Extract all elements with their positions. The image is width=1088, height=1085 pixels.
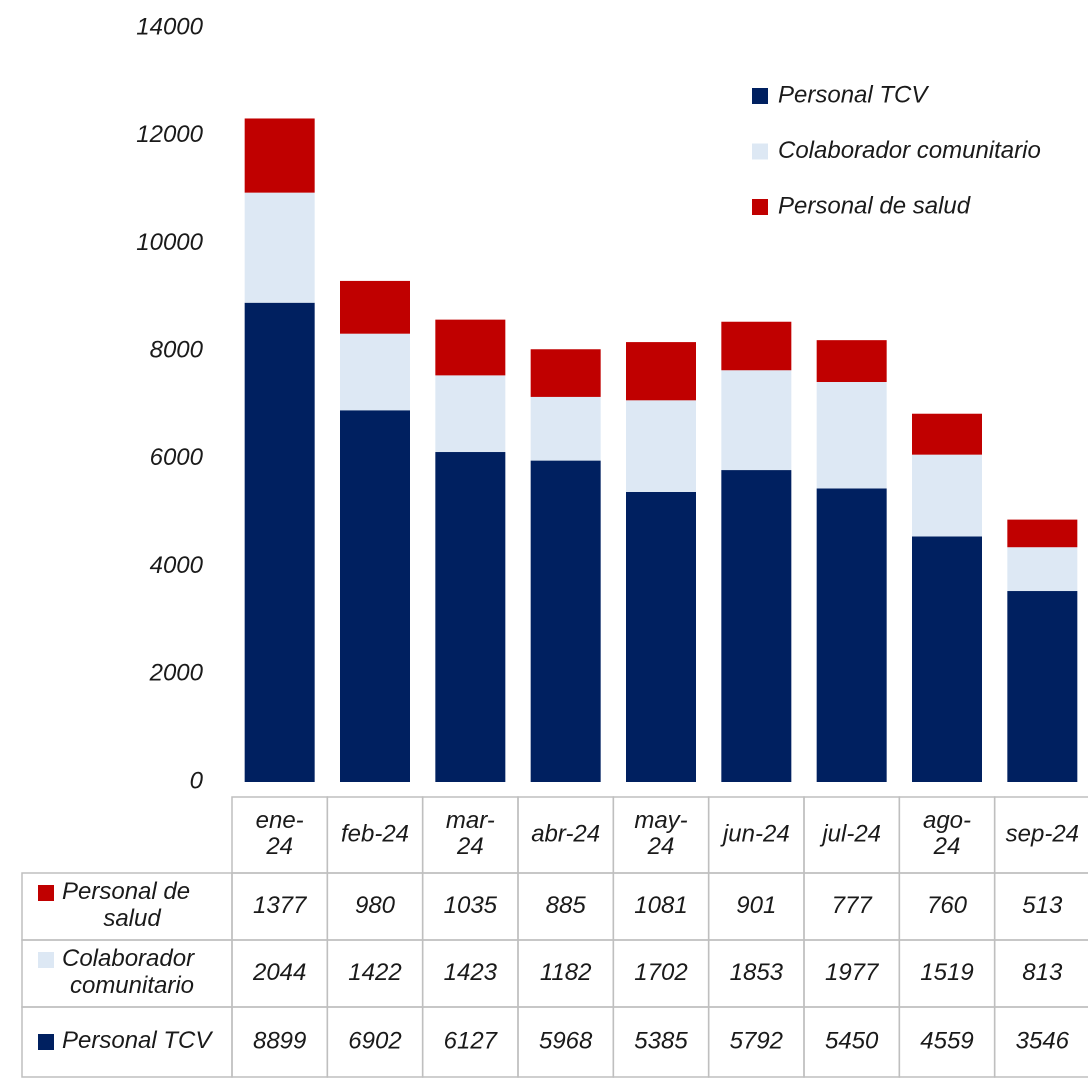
x-tick-label: jun-24 — [720, 820, 790, 847]
legend-swatch — [752, 88, 768, 104]
bar — [435, 319, 506, 376]
bar — [530, 396, 601, 461]
bar — [530, 460, 601, 782]
table-value: 777 — [832, 892, 874, 919]
table-value: 813 — [1022, 959, 1063, 986]
bar — [816, 488, 887, 782]
bar — [912, 454, 982, 537]
bar — [816, 382, 887, 489]
legend-label: Personal TCV — [778, 81, 929, 108]
y-tick-label: 14000 — [136, 13, 203, 40]
table-value: 513 — [1022, 892, 1063, 919]
x-tick-label: jul-24 — [819, 820, 881, 847]
legend-swatch — [752, 199, 768, 215]
table-value: 5968 — [539, 1027, 593, 1054]
legend-swatch — [38, 952, 54, 968]
table-value: 1422 — [348, 959, 401, 986]
bar — [340, 280, 410, 334]
table-value: 6127 — [444, 1027, 499, 1054]
x-tick-label: abr-24 — [531, 820, 600, 847]
table-cell — [993, 1006, 1088, 1078]
bar — [340, 410, 410, 782]
legend-label: Personal de salud — [778, 192, 971, 219]
legend-swatch — [752, 143, 768, 160]
bar — [1007, 591, 1078, 782]
table-value: 760 — [927, 892, 968, 919]
bar — [626, 342, 696, 401]
table-value: 1182 — [540, 959, 592, 986]
table-value: 3546 — [1016, 1027, 1070, 1054]
bar — [912, 536, 982, 782]
legend-swatch — [38, 1034, 54, 1050]
bar — [626, 400, 696, 492]
table-value: 1081 — [634, 892, 687, 919]
bar — [244, 118, 315, 193]
table-value: 5792 — [730, 1027, 783, 1054]
x-tick-label: feb-24 — [341, 820, 409, 847]
table-value: 1423 — [444, 959, 498, 986]
row-label: Personal TCV — [62, 1027, 213, 1054]
table-value: 1853 — [730, 959, 784, 986]
legend-swatch — [38, 885, 54, 901]
bar — [1007, 547, 1078, 592]
y-tick-label: 6000 — [150, 444, 204, 471]
table-value: 1977 — [825, 959, 880, 986]
bar — [340, 333, 410, 411]
x-tick-label: ene-24 — [256, 807, 304, 860]
y-tick-label: 10000 — [136, 229, 203, 256]
row-label: Colaborador comunitario — [62, 945, 201, 999]
y-tick-label: 8000 — [150, 336, 204, 363]
y-tick-label: 0 — [190, 767, 204, 794]
x-tick-label: sep-24 — [1006, 820, 1079, 847]
bar — [721, 321, 792, 371]
bar — [912, 413, 982, 455]
y-tick-label: 2000 — [149, 660, 204, 687]
x-tick-label: may-24 — [634, 807, 687, 860]
table-value: 1035 — [444, 892, 498, 919]
table-value: 901 — [736, 892, 776, 919]
table-value: 980 — [355, 892, 396, 919]
bar — [816, 340, 887, 383]
bar — [435, 375, 506, 453]
table-value: 885 — [546, 892, 587, 919]
bar — [244, 302, 315, 782]
legend-label: Colaborador comunitario — [778, 137, 1041, 164]
table-value: 1702 — [634, 959, 687, 986]
y-tick-label: 12000 — [136, 121, 203, 148]
bar — [721, 370, 792, 471]
row-label: Personal de salud — [62, 878, 197, 932]
table-value: 1377 — [253, 892, 308, 919]
bar — [721, 470, 792, 782]
x-tick-label: ago-24 — [923, 807, 971, 860]
table-value: 1519 — [920, 959, 973, 986]
bar — [530, 349, 601, 397]
bar — [626, 491, 696, 782]
bar — [244, 192, 315, 303]
table-value: 6902 — [348, 1027, 401, 1054]
table-value: 5385 — [634, 1027, 688, 1054]
bar — [435, 452, 506, 782]
y-tick-label: 4000 — [150, 552, 204, 579]
table-value: 4559 — [920, 1027, 973, 1054]
bar — [1007, 519, 1078, 548]
table-value: 8899 — [253, 1027, 306, 1054]
table-value: 5450 — [825, 1027, 879, 1054]
x-tick-label: mar-24 — [446, 807, 495, 860]
table-value: 2044 — [252, 959, 306, 986]
